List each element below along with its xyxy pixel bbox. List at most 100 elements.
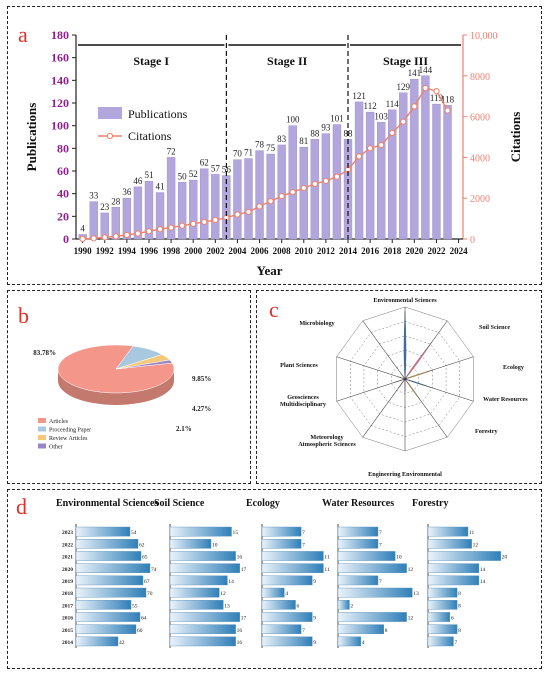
radar-category-label-line: Ecology bbox=[503, 364, 525, 371]
category-year-bar bbox=[337, 624, 384, 635]
x-tick-label: 2010 bbox=[295, 246, 314, 256]
pie-legend-swatch bbox=[38, 435, 46, 440]
category-year-bar bbox=[75, 526, 131, 537]
panel-label-b: b bbox=[18, 303, 29, 328]
category-title: Water Resources bbox=[322, 498, 394, 509]
legend-label-publications: Publications bbox=[128, 107, 188, 121]
radar-category-label-line: Microbiology bbox=[299, 320, 335, 327]
radar-category-label: Meteorology Atmospheric Sciences bbox=[298, 434, 356, 448]
citation-point bbox=[433, 88, 440, 95]
category-year-value: 65 bbox=[142, 555, 148, 561]
y-tick-label: 140 bbox=[51, 73, 69, 87]
category-year-bar bbox=[169, 612, 240, 622]
category-year-bar bbox=[337, 526, 379, 537]
publication-bar bbox=[144, 180, 154, 240]
category-year-bar bbox=[169, 551, 236, 561]
category-year-value: 9 bbox=[313, 640, 316, 646]
publication-value-label: 70 bbox=[233, 149, 243, 159]
citation-point bbox=[378, 142, 385, 149]
category-year-bar bbox=[261, 624, 302, 635]
panel-label-c: c bbox=[269, 297, 279, 322]
citation-point bbox=[112, 233, 119, 240]
publications-citations-chart: a 0 20 40 60 80 100 120 140 160 180 0 2000 4000 6000 8… bbox=[18, 22, 523, 278]
x-tick-label: 2020 bbox=[405, 246, 424, 256]
radar-category-label: Plant Sciences bbox=[280, 362, 318, 369]
radar-petal bbox=[403, 311, 407, 380]
radar-petal bbox=[397, 378, 406, 389]
publication-bar bbox=[277, 144, 286, 240]
year-tick-label: 2016 bbox=[62, 616, 73, 622]
citation-point bbox=[400, 118, 407, 125]
publication-value-label: 52 bbox=[189, 169, 198, 179]
category-year-bar bbox=[261, 539, 302, 549]
y-tick-label: 0 bbox=[63, 232, 69, 246]
category-year-bar bbox=[169, 587, 220, 598]
x-tick-label: 1996 bbox=[140, 246, 159, 256]
publication-value-label: 93 bbox=[321, 123, 331, 133]
category-year-value: 4 bbox=[285, 591, 288, 597]
category-year-bar bbox=[427, 599, 458, 610]
citation-point bbox=[444, 107, 451, 114]
y-tick-label: 60 bbox=[57, 164, 69, 178]
category-year-value: 55 bbox=[132, 603, 138, 609]
publication-bar bbox=[89, 201, 98, 240]
radar-petal bbox=[404, 341, 433, 380]
category-year-value: 7 bbox=[302, 542, 305, 548]
pie-slice-label: 2.1% bbox=[176, 425, 192, 433]
x-tick-label: 2000 bbox=[184, 246, 203, 256]
category-year-bar bbox=[337, 575, 379, 586]
year-tick-label: 2019 bbox=[62, 579, 73, 585]
publication-value-label: 144 bbox=[419, 65, 433, 75]
y2-tick-label: 2000 bbox=[470, 194, 490, 205]
radar-category-label: Soil Science bbox=[479, 324, 510, 331]
category-year-value: 12 bbox=[220, 591, 226, 597]
citation-point bbox=[212, 216, 219, 224]
category-year-value: 9 bbox=[313, 579, 316, 585]
category-year-value: 14 bbox=[480, 579, 486, 585]
publication-value-label: 36 bbox=[122, 187, 132, 197]
radar-category-label-line: Environmental Sciences bbox=[373, 297, 437, 304]
publication-bar bbox=[432, 103, 441, 240]
x-tick-label: 2004 bbox=[228, 246, 247, 256]
radar-petal bbox=[397, 376, 406, 380]
citation-point bbox=[311, 180, 318, 188]
category-year-value: 6 bbox=[297, 603, 300, 609]
radar-category-label-line: Water Resources bbox=[483, 396, 528, 403]
publication-bar bbox=[388, 109, 397, 240]
y-tick-label: 20 bbox=[57, 209, 69, 223]
x-tick-label: 1992 bbox=[96, 246, 115, 256]
category-year-bar bbox=[427, 636, 454, 647]
category-year-value: 64 bbox=[141, 616, 147, 622]
radar-category-label: Microbiology bbox=[299, 320, 335, 327]
citation-point bbox=[190, 220, 197, 228]
publication-bar bbox=[122, 197, 132, 240]
category-year-bar bbox=[261, 575, 313, 586]
category-year-value: 13 bbox=[413, 591, 419, 597]
category-year-bar bbox=[261, 526, 302, 537]
publication-bar bbox=[376, 122, 386, 240]
category-year-value: 7 bbox=[302, 530, 305, 536]
radar-category-label-line: Meteorology bbox=[310, 434, 344, 441]
category-year-value: 10 bbox=[396, 555, 402, 561]
category-year-value: 12 bbox=[408, 567, 414, 573]
category-year-value: 15 bbox=[233, 530, 239, 536]
category-year-value: 2 bbox=[350, 603, 353, 609]
publication-bar bbox=[155, 192, 165, 240]
category-year-bar bbox=[75, 575, 144, 586]
publication-bar bbox=[233, 159, 242, 240]
y2-tick-label: 4000 bbox=[470, 153, 490, 164]
panel-label-d: d bbox=[16, 494, 27, 519]
citation-point bbox=[422, 84, 429, 92]
publication-bar bbox=[421, 75, 430, 240]
y2-tick-label: 6000 bbox=[470, 113, 490, 124]
publication-bar bbox=[332, 124, 342, 240]
citation-point bbox=[322, 177, 329, 184]
publication-bar bbox=[365, 111, 375, 240]
category-year-value: 10 bbox=[212, 542, 218, 548]
publication-bar bbox=[443, 105, 452, 240]
category-year-value: 7 bbox=[454, 640, 457, 646]
publication-value-label: 100 bbox=[286, 115, 300, 125]
category-year-value: 62 bbox=[139, 542, 145, 548]
publication-value-label: 72 bbox=[167, 146, 176, 156]
category-year-value: 9 bbox=[313, 616, 316, 622]
